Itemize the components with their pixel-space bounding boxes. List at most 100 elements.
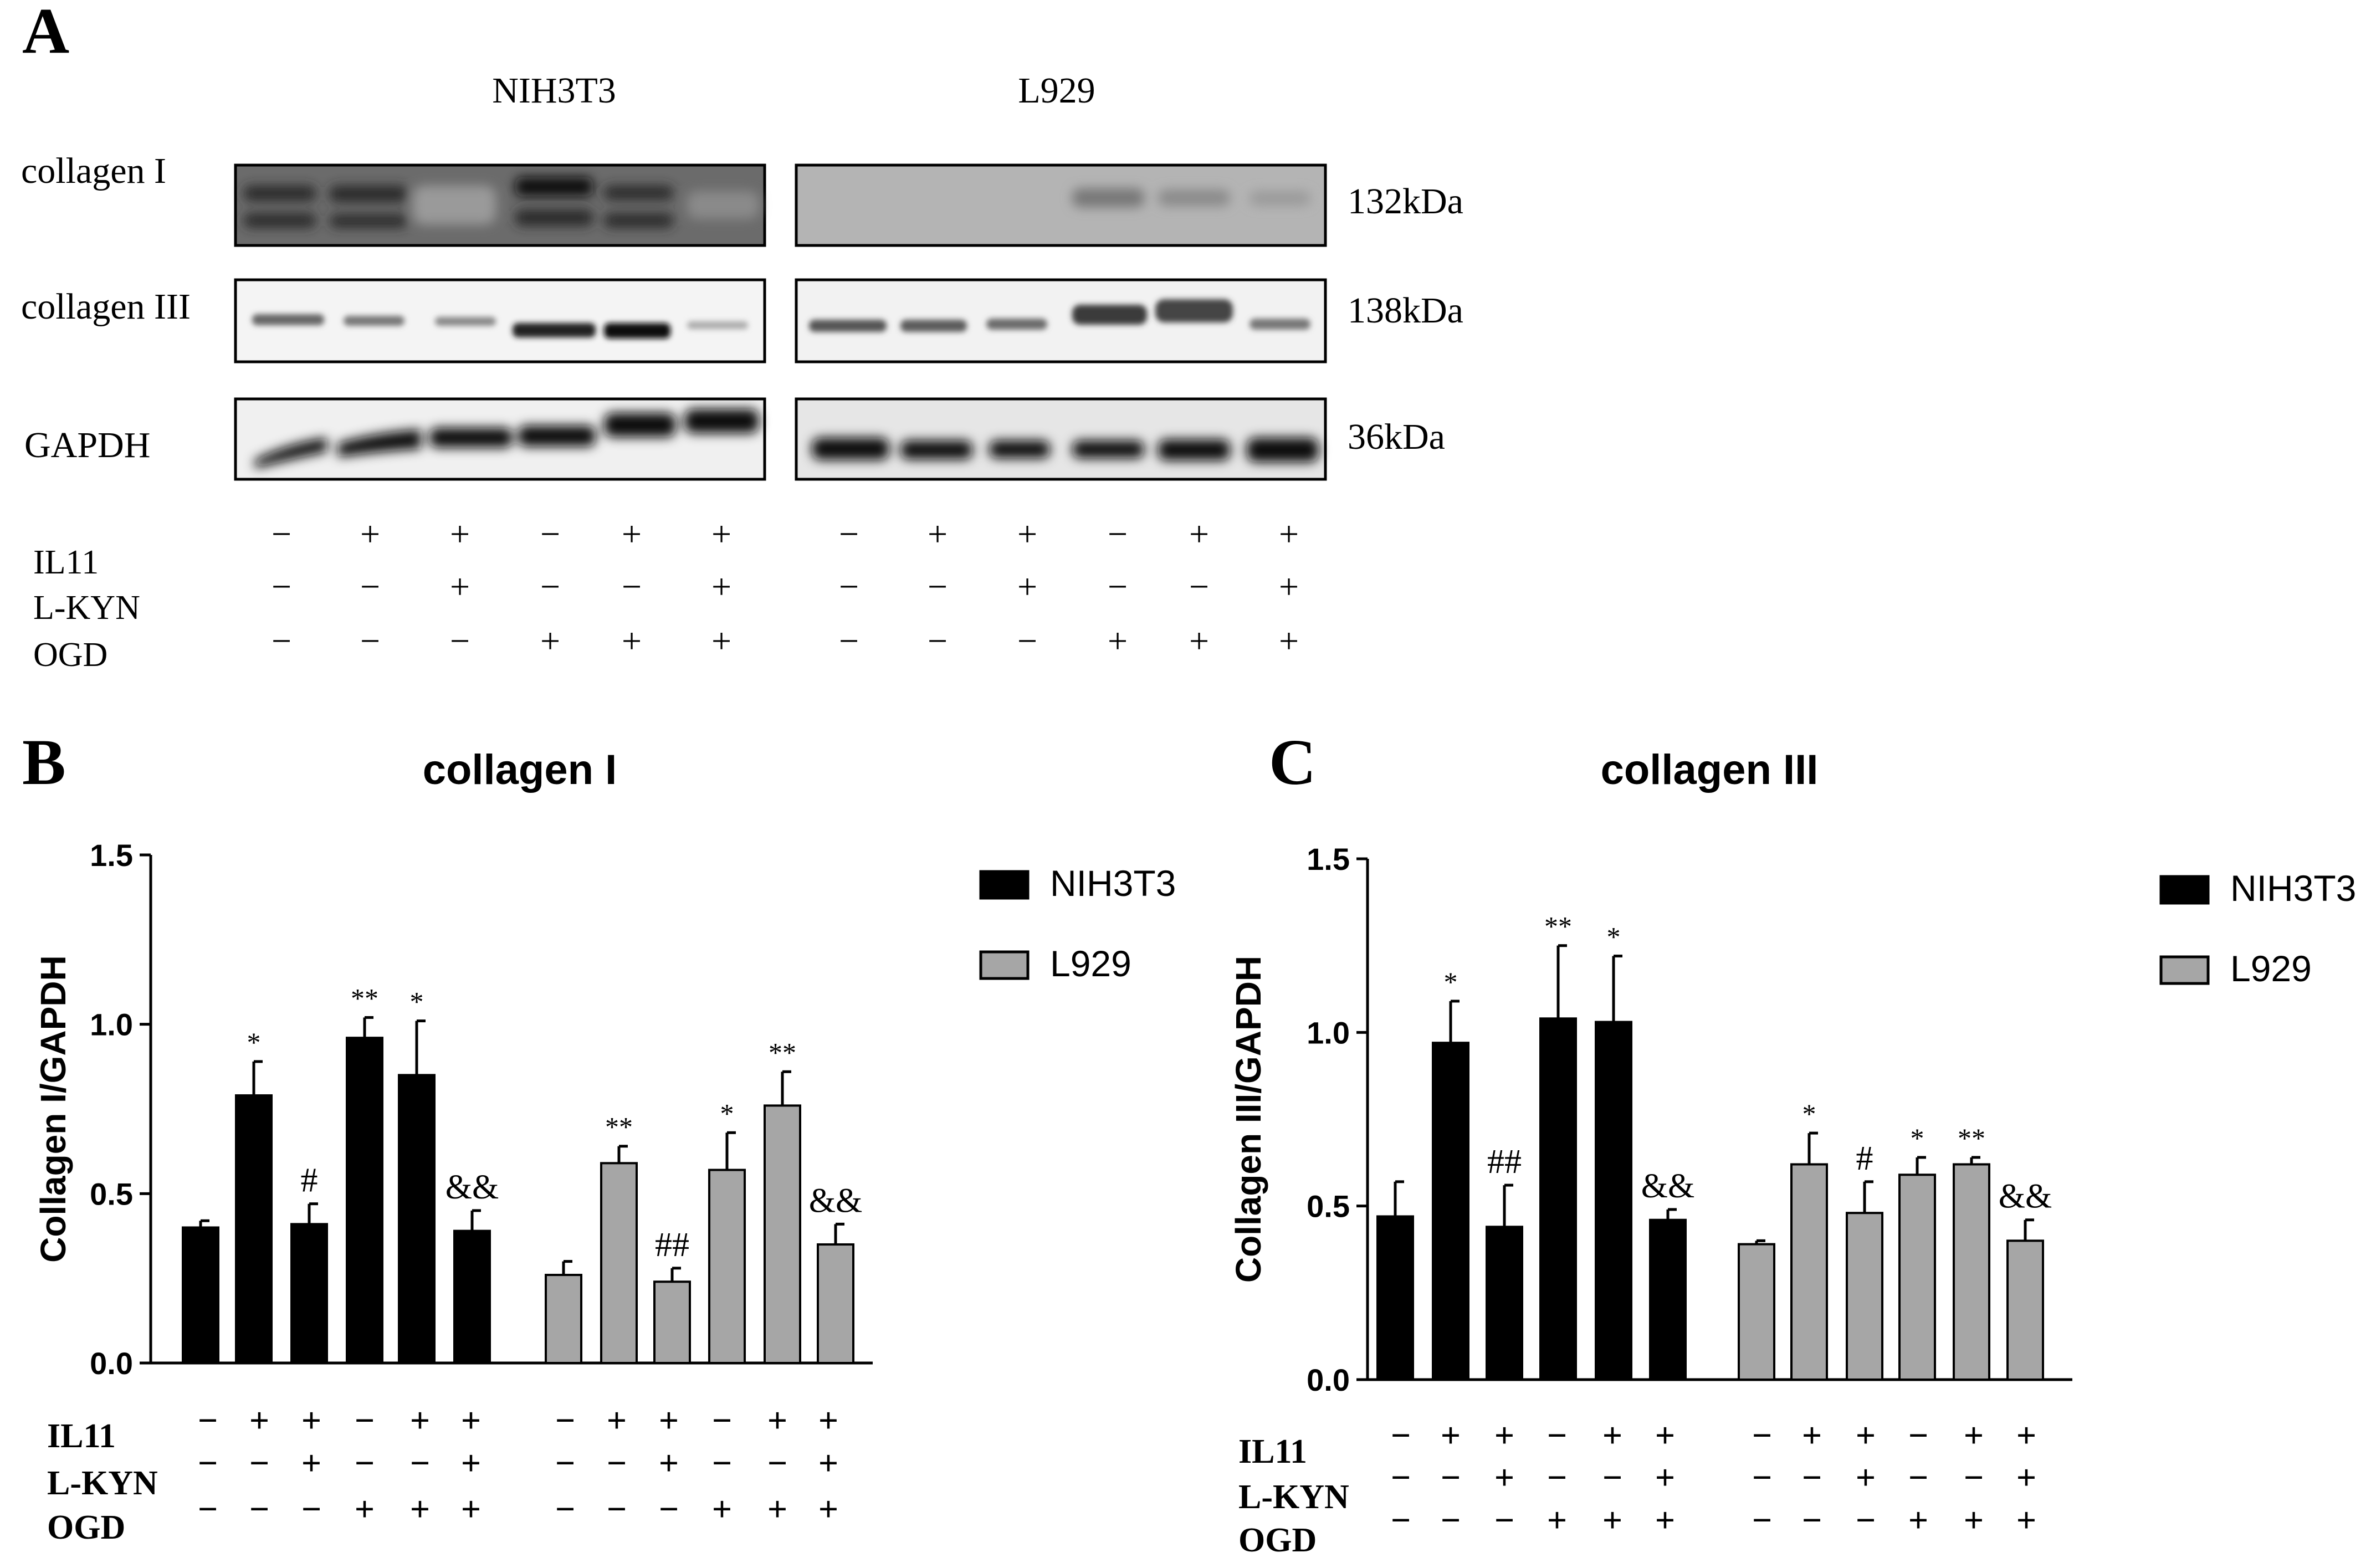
condition-mark: + [355,1489,375,1529]
significance-label: * [720,1098,734,1129]
cond-label-il11: IL11 [33,544,99,581]
panel-c-condition-marks: − + + − + +− − + − − +− − − + + +− + + − + +− − + − − +− − − + + + [1391,1416,2036,1540]
condition-mark: − [1391,1500,1411,1540]
condition-mark: − [1108,567,1128,606]
condition-mark: + [1602,1500,1622,1540]
condition-mark: − [1441,1500,1461,1540]
condition-mark: + [1964,1416,1984,1455]
cond-label-ogd: OGD [33,636,107,674]
condition-mark: − [767,1443,787,1483]
condition-mark: − [1752,1458,1772,1497]
condition-mark: − [198,1443,218,1483]
condition-mark: + [2016,1500,2036,1540]
significance-label: * [1444,966,1458,997]
chart-title: collagen III [1601,746,1819,793]
condition-mark: + [712,1489,732,1529]
condition-mark: − [839,514,859,554]
condition-mark: + [622,621,642,660]
bar [708,1169,746,1365]
condition-mark: + [607,1401,627,1440]
significance-label: && [1999,1178,2052,1216]
condition-mark: − [272,567,291,606]
condition-mark: − [1391,1458,1411,1497]
condition-mark: + [1655,1458,1675,1497]
condition-mark: + [1189,514,1209,554]
significance-label: * [247,1027,261,1058]
bar [398,1074,436,1365]
condition-mark: + [1189,621,1209,660]
y-tick-label: 0.5 [1307,1189,1350,1224]
condition-mark: + [1964,1500,1984,1540]
condition-mark: − [198,1489,218,1529]
panel-b-label: B [22,726,66,798]
condition-mark: − [555,1401,575,1440]
condition-mark: + [818,1401,838,1440]
condition-mark: − [1017,621,1037,660]
cond-label-il11: IL11 [47,1417,116,1455]
panel-a-condition-marks: − + + − + + − − + − − + − − − + + + − + + − + + − − + − − + − − − + + + [272,514,1299,660]
condition-mark: − [712,1401,732,1440]
condition-mark: + [450,567,470,606]
blot-collagen-iii-l929 [795,278,1327,363]
significance-label: ## [1487,1143,1522,1181]
condition-mark: − [1908,1458,1928,1497]
panel-a: A NIH3T3 L929 collagen I collagen III GA… [21,0,1463,674]
condition-mark: + [1108,621,1128,660]
bar [600,1162,638,1364]
condition-mark: + [711,567,731,606]
significance-label: ** [351,982,378,1013]
blot-collagen-iii-nih3t3 [234,278,766,363]
condition-mark: + [818,1443,838,1483]
condition-mark: + [928,514,948,554]
significance-label: # [301,1162,318,1200]
condition-mark: + [461,1443,481,1483]
bar [290,1223,328,1364]
blot-collagen-i-nih3t3 [234,163,766,247]
bar [1595,1021,1632,1381]
panel-c-conditions: IL11 L-KYN OGD − + + − + +− − + − − +− − − + + +− + + − + +−… [1238,1416,2036,1559]
blot-collagen-i-l929 [795,163,1327,247]
condition-mark: − [1494,1500,1514,1540]
condition-mark: + [1547,1500,1567,1540]
bar [1432,1042,1469,1381]
condition-mark: − [198,1401,218,1440]
condition-mark: + [659,1401,679,1440]
y-tick-label: 1.5 [1307,842,1350,877]
condition-mark: − [928,567,948,606]
panel-b: B collagen I Collagen I/GAPDH 0.0 0.5 1.0 1.5… [22,726,1176,1546]
cell-line-l929-label: L929 [1018,70,1095,111]
condition-mark: − [355,1401,375,1440]
cond-label-ogd: OGD [47,1509,125,1546]
condition-mark: + [1856,1458,1876,1497]
legend-label: L929 [2230,948,2312,989]
condition-mark: − [410,1443,430,1483]
panel-b-condition-marks: − + + − + +− − + − − +− − − + + +− + + − + +− − + − − +− − − + + + [198,1401,838,1529]
legend-swatch [2159,875,2210,905]
y-tick-label: 1.5 [90,838,133,873]
condition-mark: − [1547,1416,1567,1455]
condition-mark: + [301,1401,321,1440]
bar [1539,1017,1577,1381]
significance-label: # [1856,1140,1873,1177]
y-axis-label: Collagen I/GAPDH [33,955,73,1263]
bar [545,1274,582,1364]
blot-gapdh-nih3t3 [234,397,766,481]
condition-mark: − [839,567,859,606]
significance-label: ** [605,1111,633,1142]
condition-mark: − [249,1489,269,1529]
bar [1738,1243,1775,1381]
bar [1486,1226,1523,1381]
blot-gapdh-l929 [795,397,1327,481]
panel-c: C collagen III Collagen III/GAPDH 0.0 0.5 1.… [1228,726,2356,1559]
cond-label-l-kyn: L-KYN [33,589,140,627]
chart-title: collagen I [423,746,617,793]
significance-label: ** [1958,1123,1985,1154]
condition-mark: − [607,1443,627,1483]
bar [1376,1215,1414,1381]
condition-mark: + [1856,1416,1876,1455]
condition-mark: − [1189,567,1209,606]
condition-mark: + [360,514,380,554]
condition-mark: + [2016,1458,2036,1497]
y-tick-label: 0.5 [90,1176,133,1211]
